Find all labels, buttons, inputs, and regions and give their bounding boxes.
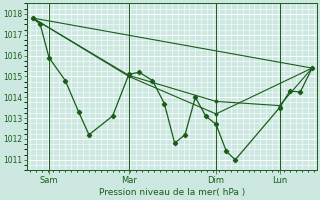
X-axis label: Pression niveau de la mer( hPa ): Pression niveau de la mer( hPa ): [99, 188, 245, 197]
